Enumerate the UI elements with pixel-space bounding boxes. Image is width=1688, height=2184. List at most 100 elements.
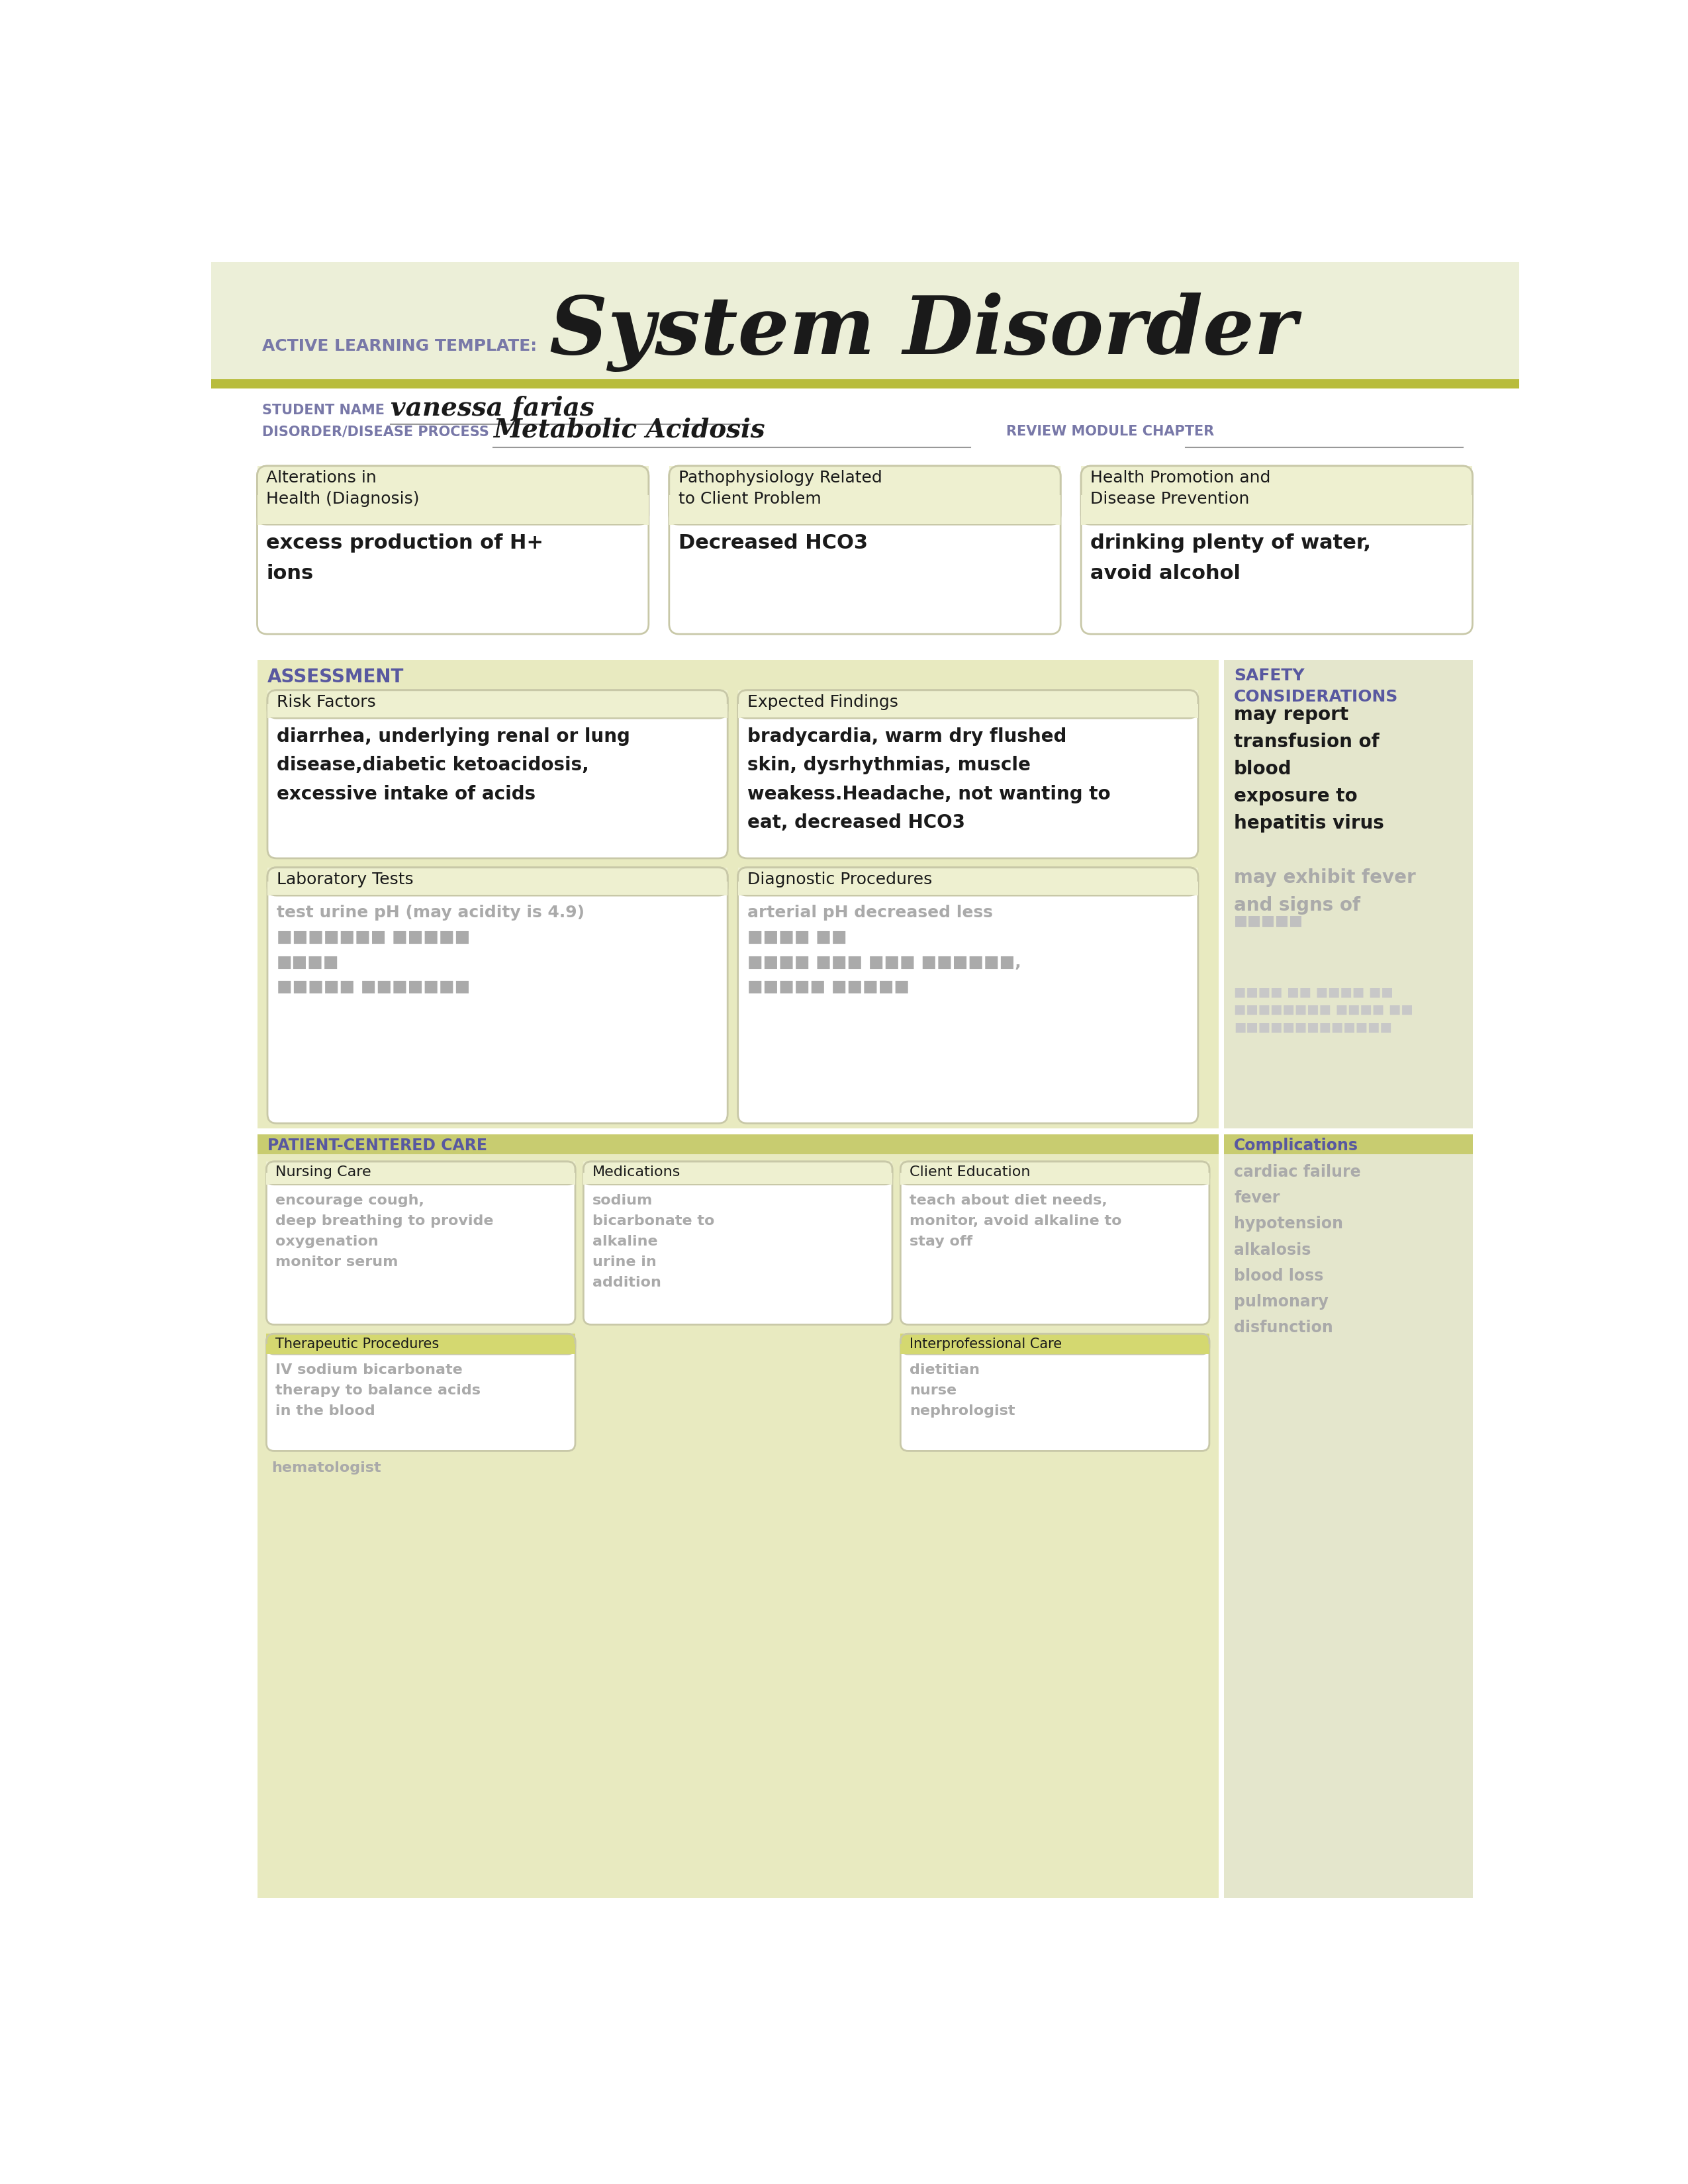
Text: excess production of H+
ions: excess production of H+ ions [267,533,544,583]
Text: DISORDER/DISEASE PROCESS: DISORDER/DISEASE PROCESS [262,426,490,439]
Text: Alterations in
Health (Diagnosis): Alterations in Health (Diagnosis) [267,470,420,507]
Bar [267,703,728,719]
FancyBboxPatch shape [267,1162,576,1184]
Bar [738,882,1198,895]
Bar [267,690,728,719]
FancyBboxPatch shape [900,1334,1209,1354]
FancyBboxPatch shape [738,690,1198,858]
Text: Interprofessional Care: Interprofessional Care [910,1339,1062,1352]
Bar [900,1173,1209,1184]
Text: bradycardia, warm dry flushed
skin, dysrhythmias, muscle
weakess.Headache, not w: bradycardia, warm dry flushed skin, dysr… [748,727,1111,832]
Bar [1224,1133,1474,1898]
FancyBboxPatch shape [257,465,648,524]
Text: ASSESSMENT: ASSESSMENT [267,668,403,686]
Bar [1224,1133,1474,1153]
Text: STUDENT NAME: STUDENT NAME [262,404,385,417]
Bar [900,1343,1209,1354]
Bar [267,882,728,895]
Text: diarrhea, underlying renal or lung
disease,diabetic ketoacidosis,
excessive inta: diarrhea, underlying renal or lung disea… [277,727,630,804]
Bar [584,1162,893,1184]
FancyBboxPatch shape [1080,465,1472,633]
FancyBboxPatch shape [900,1334,1209,1450]
FancyBboxPatch shape [738,867,1198,895]
Bar [257,465,648,524]
Bar [267,1343,576,1354]
Text: Diagnostic Procedures: Diagnostic Procedures [748,871,932,887]
Text: drinking plenty of water,
avoid alcohol: drinking plenty of water, avoid alcohol [1090,533,1371,583]
Text: sodium
bicarbonate to
alkaline
urine in
addition: sodium bicarbonate to alkaline urine in … [592,1195,714,1289]
FancyBboxPatch shape [267,867,728,1123]
Bar [668,465,1060,524]
FancyBboxPatch shape [267,690,728,719]
Text: Decreased HCO3: Decreased HCO3 [679,533,868,553]
FancyBboxPatch shape [584,1162,893,1184]
Text: vanessa farias: vanessa farias [390,395,594,422]
Bar [257,1133,1219,1898]
FancyBboxPatch shape [668,465,1060,524]
Text: Medications: Medications [592,1166,680,1179]
FancyBboxPatch shape [267,867,728,895]
Text: cardiac failure
fever
hypotension
alkalosis
blood loss
pulmonary
disfunction: cardiac failure fever hypotension alkalo… [1234,1164,1361,1337]
Text: exposure to
hepatitis virus: exposure to hepatitis virus [1234,786,1384,832]
Text: encourage cough,
deep breathing to provide
oxygenation
monitor serum: encourage cough, deep breathing to provi… [275,1195,495,1269]
Text: may report
transfusion of
blood: may report transfusion of blood [1234,705,1379,778]
Text: Therapeutic Procedures: Therapeutic Procedures [275,1339,439,1352]
Text: PATIENT-CENTERED CARE: PATIENT-CENTERED CARE [267,1138,488,1153]
Text: Risk Factors: Risk Factors [277,695,376,710]
Bar [267,1173,576,1184]
Text: SAFETY
CONSIDERATIONS: SAFETY CONSIDERATIONS [1234,668,1398,705]
Text: Nursing Care: Nursing Care [275,1166,371,1179]
Text: ■■■■■: ■■■■■ [1234,915,1303,928]
Bar [738,690,1198,719]
Text: IV sodium bicarbonate
therapy to balance acids
in the blood: IV sodium bicarbonate therapy to balance… [275,1363,481,1417]
FancyBboxPatch shape [738,867,1198,1123]
Bar [257,1133,1219,1153]
Bar [738,703,1198,719]
Bar [211,380,1519,389]
FancyBboxPatch shape [1080,465,1472,524]
Bar [257,496,648,524]
Text: ■■■■ ■■ ■■■■ ■■
■■■■■■■■ ■■■■ ■■
■■■■■■■■■■■■■: ■■■■ ■■ ■■■■ ■■ ■■■■■■■■ ■■■■ ■■ ■■■■■■■… [1234,985,1413,1033]
Text: Client Education: Client Education [910,1166,1031,1179]
FancyBboxPatch shape [257,465,648,633]
Bar [668,496,1060,524]
Bar [257,660,1219,1129]
Bar [1224,660,1474,1129]
Bar [211,389,1519,454]
FancyBboxPatch shape [900,1162,1209,1324]
FancyBboxPatch shape [267,690,728,858]
FancyBboxPatch shape [900,1162,1209,1184]
Bar [1080,496,1472,524]
FancyBboxPatch shape [584,1162,893,1324]
Bar [211,262,1519,380]
FancyBboxPatch shape [668,465,1060,633]
Text: REVIEW MODULE CHAPTER: REVIEW MODULE CHAPTER [1006,426,1214,439]
Text: Complications: Complications [1234,1138,1359,1153]
Bar [267,1334,576,1354]
Bar [584,1173,893,1184]
Bar [900,1334,1209,1354]
Text: dietitian
nurse
nephrologist: dietitian nurse nephrologist [910,1363,1014,1417]
Bar [267,1162,576,1184]
FancyBboxPatch shape [267,1334,576,1450]
Text: Expected Findings: Expected Findings [748,695,898,710]
Bar [738,867,1198,895]
Text: arterial pH decreased less
■■■■ ■■
■■■■ ■■■ ■■■ ■■■■■■,
■■■■■ ■■■■■: arterial pH decreased less ■■■■ ■■ ■■■■ … [748,904,1021,994]
Text: teach about diet needs,
monitor, avoid alkaline to
stay off: teach about diet needs, monitor, avoid a… [910,1195,1123,1249]
Text: hematologist: hematologist [272,1461,381,1474]
Text: may exhibit fever
and signs of: may exhibit fever and signs of [1234,869,1416,915]
Bar [1080,465,1472,524]
Text: test urine pH (may acidity is 4.9)
■■■■■■■ ■■■■■
■■■■
■■■■■ ■■■■■■■: test urine pH (may acidity is 4.9) ■■■■■… [277,904,584,994]
Text: Health Promotion and
Disease Prevention: Health Promotion and Disease Prevention [1090,470,1271,507]
FancyBboxPatch shape [267,1162,576,1324]
Text: Laboratory Tests: Laboratory Tests [277,871,414,887]
Bar [900,1162,1209,1184]
Text: System Disorder: System Disorder [550,293,1296,371]
Text: Pathophysiology Related
to Client Problem: Pathophysiology Related to Client Proble… [679,470,883,507]
FancyBboxPatch shape [738,690,1198,719]
Text: ACTIVE LEARNING TEMPLATE:: ACTIVE LEARNING TEMPLATE: [262,339,537,354]
Bar [267,867,728,895]
FancyBboxPatch shape [267,1334,576,1354]
Text: Metabolic Acidosis: Metabolic Acidosis [493,417,765,441]
